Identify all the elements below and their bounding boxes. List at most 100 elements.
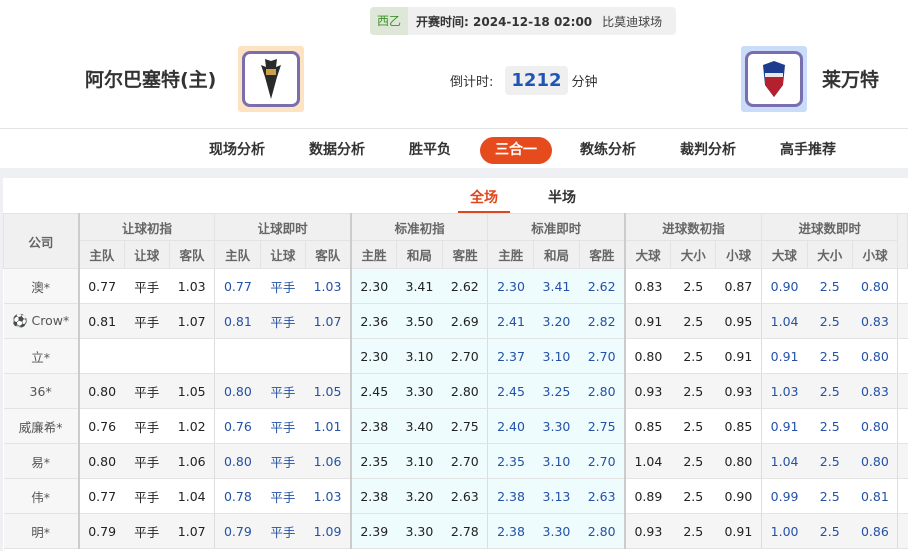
extra-cell [897,443,908,479]
odds-cell: 2.41 [487,303,534,339]
odds-cell: 1.04 [169,478,215,514]
odds-cell: 平手 [124,268,170,304]
odds-cell: 0.77 [214,268,261,304]
odds-cell: 平手 [124,443,170,479]
company-cell[interactable]: 立* [3,338,79,374]
odds-cell: 1.02 [169,408,215,444]
odds-cell: 2.45 [487,373,534,409]
odds-cell [77,338,125,374]
odds-cell: 3.40 [396,408,443,444]
odds-cell: 0.83 [624,268,671,304]
extra-cell [897,268,908,304]
odds-cell: 2.38 [487,478,534,514]
table-row[interactable]: 威廉希* 0.76 平手 1.02 0.76 平手 1.01 2.38 3.40 2.75 2.40… [3,408,908,444]
group-header: 进球数初指 [624,213,762,241]
table-row[interactable]: ⚽ Crow* 0.81 平手 1.07 0.81 平手 1.07 2.36 3.50 2.69 2… [3,303,908,339]
table-row[interactable]: 明* 0.79 平手 1.07 0.79 平手 1.09 2.39 3.30 2.78 2.38 3.… [3,513,908,549]
match-info-bar: 西乙 开赛时间: 2024-12-18 02:00 比莫迪球场 [370,7,677,35]
nav-onsite-analysis[interactable]: 现场分析 [209,142,265,158]
column-header: 让球 [123,240,170,269]
odds-cell: 2.38 [349,408,397,444]
odds-cell: 2.62 [442,268,488,304]
nav-coach-analysis[interactable]: 教练分析 [580,142,636,158]
odds-panel: 全场 半场 公司 让球初指 让球即时 标准初指 标准即时 进球数初指 进球数即时… [2,178,908,551]
table-row[interactable]: 立* 2.30 3.10 2.70 2.37 3.10 2.70 0.80 2.5 0.91 0.9… [3,338,908,374]
odds-cell: 3.30 [533,513,580,549]
kickoff-label: 开赛时间: [416,14,469,29]
odds-cell: 0.86 [852,513,898,549]
tab-full-time[interactable]: 全场 [458,187,510,213]
odds-cell [124,338,170,374]
odds-cell: 0.78 [214,478,261,514]
company-cell[interactable]: 明* [3,513,79,549]
odds-cell [169,338,215,374]
home-team-name[interactable]: 阿尔巴塞特(主) [85,69,217,91]
column-header: 客队 [168,240,216,269]
company-name: 澳* [31,279,50,295]
league-badge[interactable]: 西乙 [370,7,409,35]
table-row[interactable]: 易* 0.80 平手 1.06 0.80 平手 1.06 2.35 3.10 2.70 2.35 3.… [3,443,908,479]
company-cell[interactable]: 澳* [3,268,79,304]
nav-expert-picks[interactable]: 高手推荐 [780,142,836,158]
nav-three-in-one[interactable]: 三合一 [480,137,552,164]
nav-data-analysis[interactable]: 数据分析 [309,142,365,158]
table-row[interactable]: 伟* 0.77 平手 1.04 0.78 平手 1.03 2.38 3.20 2.63 2.38 3.… [3,478,908,514]
odds-cell: 2.78 [442,513,488,549]
odds-cell [260,338,306,374]
extra-cell [897,408,908,444]
odds-cell: 2.63 [442,478,488,514]
odds-cell: 0.95 [715,303,762,339]
company-name: 威廉希* [18,419,63,435]
odds-cell: 2.39 [349,513,397,549]
company-cell[interactable]: ⚽ Crow* [3,303,79,339]
nav-win-draw-lose[interactable]: 胜平负 [409,142,451,158]
odds-cell: 2.80 [579,513,625,549]
company-cell[interactable]: 威廉希* [3,408,79,444]
group-header: 让球初指 [77,213,216,241]
odds-cell: 0.85 [624,408,671,444]
odds-cell: 2.45 [349,373,397,409]
tab-half-time[interactable]: 半场 [548,190,576,206]
match-header: 西乙 开赛时间: 2024-12-18 02:00 比莫迪球场 阿尔巴塞特(主)… [0,0,908,128]
soccer-ball-icon: ⚽ [11,313,32,328]
odds-cell: 0.89 [624,478,671,514]
company-cell[interactable]: 伟* [3,478,79,514]
odds-cell: 2.36 [349,303,397,339]
column-header: 大球 [624,240,672,269]
odds-cell: 2.5 [670,338,716,374]
column-header: 大球 [761,240,808,269]
odds-cell: 0.91 [715,338,762,374]
company-name: 易* [31,454,50,470]
home-team-logo[interactable] [238,46,304,112]
odds-cell: 0.80 [77,373,125,409]
odds-cell: 0.99 [761,478,808,514]
table-row[interactable]: 36* 0.80 平手 1.05 0.80 平手 1.05 2.45 3.30 2.80 2.45 3… [3,373,908,409]
odds-cell: 0.81 [77,303,125,339]
odds-cell: 2.5 [807,268,853,304]
odds-cell: 2.75 [579,408,625,444]
odds-cell: 3.10 [396,338,443,374]
away-team-name[interactable]: 莱万特 [822,69,880,91]
table-row[interactable]: 澳* 0.77 平手 1.03 0.77 平手 1.03 2.30 3.41 2.62 2.30 3.… [3,268,908,304]
column-header: 主胜 [349,240,398,269]
column-header: 客队 [304,240,352,269]
odds-cell: 2.40 [487,408,534,444]
odds-cell: 3.13 [533,478,580,514]
group-header: 进球数即时 [760,213,899,241]
odds-cell: 0.91 [624,303,671,339]
odds-cell: 2.30 [487,268,534,304]
odds-cell: 0.81 [214,303,261,339]
nav-referee-analysis[interactable]: 裁判分析 [680,142,736,158]
odds-cell: 2.70 [579,338,625,374]
odds-cell: 0.90 [715,478,762,514]
column-header: 和局 [533,240,580,269]
company-cell[interactable]: 易* [3,443,79,479]
odds-cell: 2.5 [807,408,853,444]
company-cell[interactable]: 36* [3,373,79,409]
odds-cell: 平手 [260,408,306,444]
away-team-logo[interactable] [741,46,807,112]
odds-cell: 1.03 [305,268,351,304]
odds-cell: 2.5 [670,513,716,549]
odds-cell: 2.35 [487,443,534,479]
odds-cell: 2.5 [807,373,853,409]
